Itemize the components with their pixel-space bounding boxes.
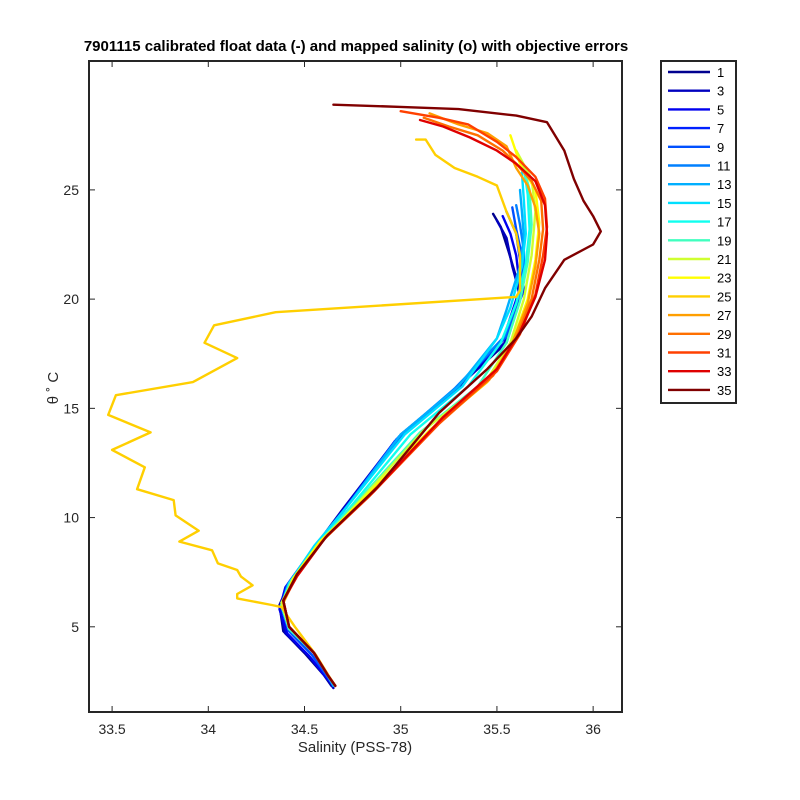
legend-entry-1: 1 [717, 65, 724, 80]
y-tick-label: 15 [63, 400, 79, 416]
legend-entry-25: 25 [717, 289, 731, 304]
x-tick-label: 34.5 [291, 721, 318, 737]
series-line-25 [107, 138, 522, 687]
legend-entry-7: 7 [717, 121, 724, 136]
y-tick-label: 20 [63, 291, 79, 307]
x-tick-label: 33.5 [98, 721, 125, 737]
legend-entry-17: 17 [717, 215, 731, 230]
legend-entry-11: 11 [717, 159, 731, 174]
series-layer [107, 103, 602, 690]
legend-entry-13: 13 [717, 177, 731, 192]
legend-entry-5: 5 [717, 102, 724, 117]
x-tick-label: 35 [393, 721, 409, 737]
x-tick-label: 36 [585, 721, 601, 737]
legend-entry-3: 3 [717, 84, 724, 99]
legend-entry-19: 19 [717, 233, 731, 248]
y-tick-label: 5 [71, 619, 79, 635]
y-tick-label: 25 [63, 182, 79, 198]
y-axis-label: θ ˚ C [45, 372, 62, 405]
legend-box [660, 60, 737, 404]
y-tick-label: 10 [63, 510, 79, 526]
legend-entry-23: 23 [717, 271, 731, 286]
chart-title: 7901115 calibrated float data (-) and ma… [84, 38, 628, 55]
plot-area [89, 61, 622, 712]
x-axis-label: Salinity (PSS-78) [298, 739, 412, 756]
series-line-35 [282, 103, 602, 687]
x-tick-label: 34 [201, 721, 217, 737]
legend-entry-29: 29 [717, 327, 731, 342]
legend-entry-21: 21 [717, 252, 731, 267]
legend-entry-15: 15 [717, 196, 731, 211]
legend-entry-35: 35 [717, 383, 731, 398]
x-tick-label: 35.5 [483, 721, 510, 737]
x-axis-ticks: 33.5 34 34.5 35 35.5 36 [98, 61, 601, 737]
legend-entry-9: 9 [717, 140, 724, 155]
legend-entry-27: 27 [717, 308, 731, 323]
y-axis-ticks: 5 10 15 20 25 [63, 182, 622, 635]
legend-entry-33: 33 [717, 364, 731, 379]
plot-frame [88, 60, 623, 713]
legend-entry-31: 31 [717, 346, 731, 361]
